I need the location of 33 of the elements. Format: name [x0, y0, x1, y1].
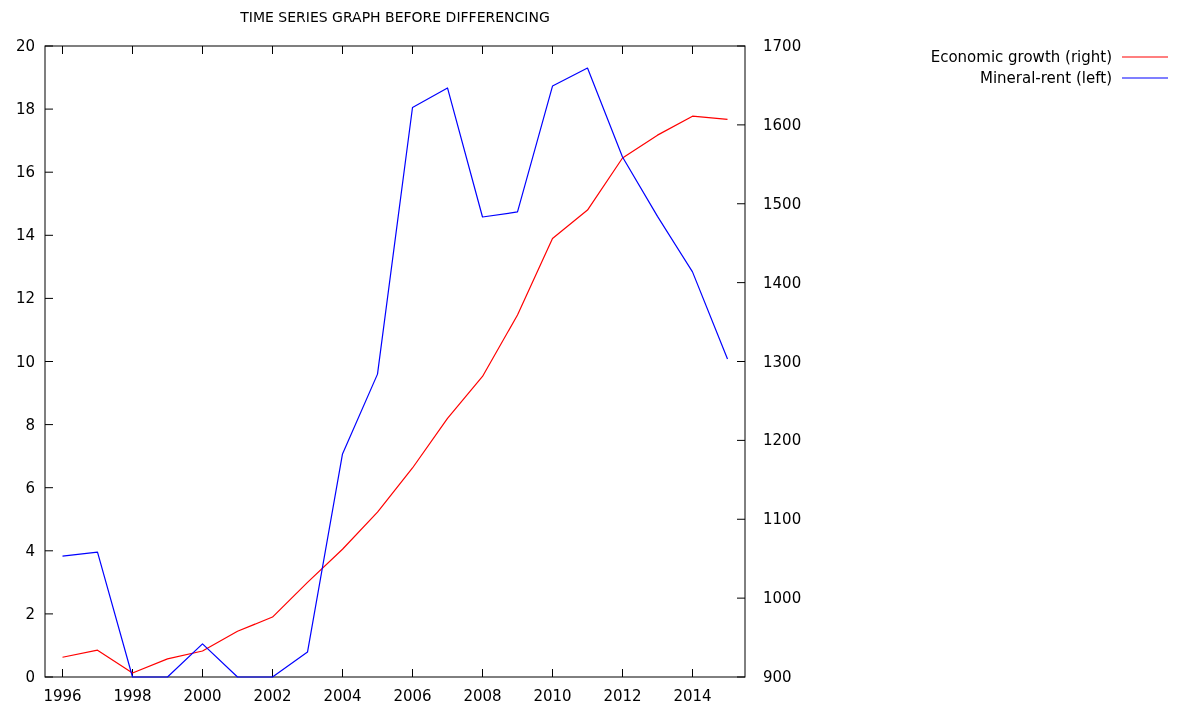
x-tick-label: 2012 — [603, 687, 642, 705]
y2-tick-label: 1300 — [763, 352, 802, 371]
y2-tick-label: 1100 — [763, 510, 802, 529]
x-tick-label: 1998 — [113, 687, 152, 705]
y-tick-label: 4 — [25, 541, 35, 560]
y-tick-label: 8 — [25, 415, 35, 434]
x-tick-label: 2002 — [253, 687, 292, 705]
y2-tick-label: 1000 — [763, 589, 802, 608]
y-tick-label: 2 — [25, 604, 35, 623]
y2-tick-label: 1600 — [763, 115, 802, 134]
y-tick-label: 12 — [15, 289, 35, 308]
x-tick-label: 2000 — [183, 687, 222, 705]
y-tick-label: 14 — [15, 226, 35, 245]
y-tick-label: 0 — [25, 668, 35, 686]
y2-tick-label: 1500 — [763, 194, 802, 213]
y2-tick-label: 1400 — [763, 273, 802, 292]
x-tick-label: 2014 — [673, 687, 712, 705]
y2-tick-label: 1200 — [763, 431, 802, 450]
x-tick-label: 2008 — [463, 687, 502, 705]
x-tick-label: 2010 — [533, 687, 572, 705]
y-tick-label: 20 — [15, 37, 35, 55]
x-tick-label: 2004 — [323, 687, 362, 705]
y-tick-label: 16 — [15, 163, 35, 182]
y2-tick-label: 1700 — [763, 37, 802, 55]
chart-title: TIME SERIES GRAPH BEFORE DIFFERENCING — [239, 9, 550, 25]
y-tick-label: 10 — [15, 352, 35, 371]
legend-label: Economic growth (right) — [930, 48, 1112, 66]
legend-label: Mineral-rent (left) — [979, 69, 1112, 87]
y-tick-label: 18 — [15, 100, 35, 119]
y2-tick-label: 900 — [763, 668, 792, 686]
y-tick-label: 6 — [25, 478, 35, 497]
x-tick-label: 1996 — [43, 687, 82, 705]
x-tick-label: 2006 — [393, 687, 432, 705]
